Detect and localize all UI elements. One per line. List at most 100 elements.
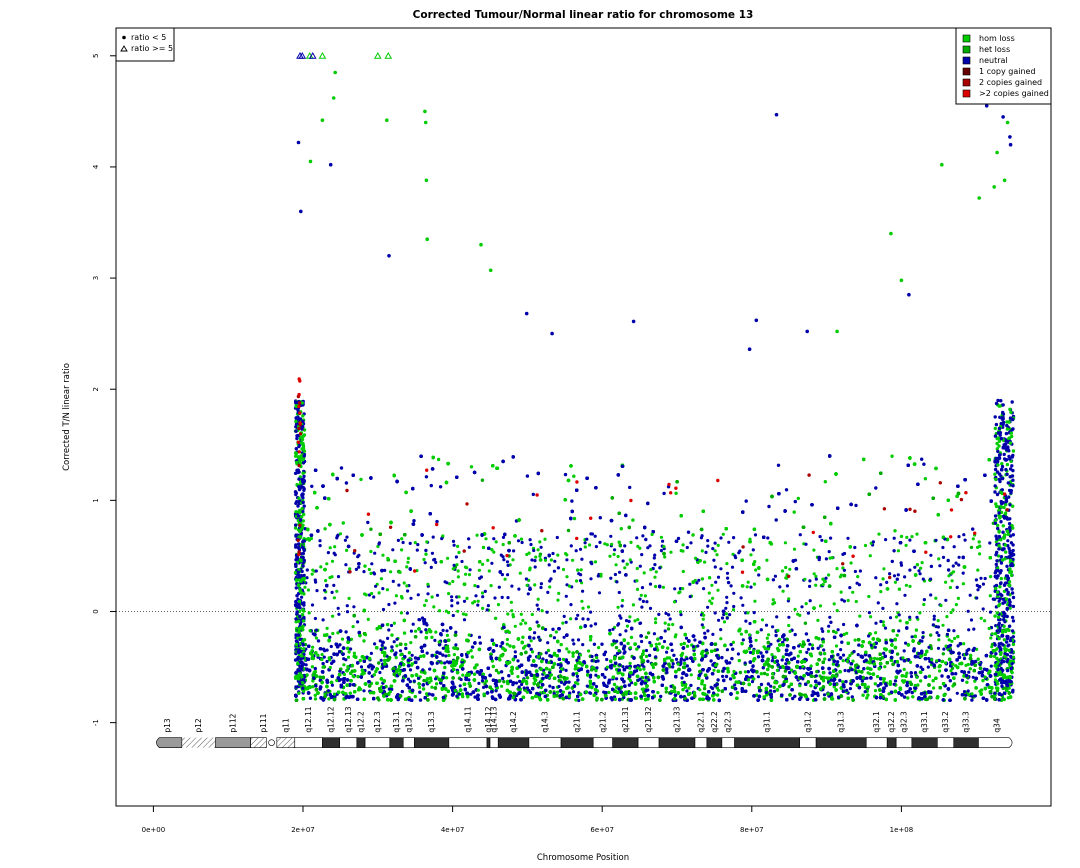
data-point xyxy=(687,531,690,534)
data-point xyxy=(865,696,868,699)
data-point xyxy=(965,681,968,684)
data-point xyxy=(922,463,925,466)
data-point xyxy=(969,667,972,670)
data-point xyxy=(772,578,775,581)
data-point xyxy=(862,667,865,670)
data-point xyxy=(760,683,763,686)
data-point xyxy=(539,652,542,655)
data-point xyxy=(567,529,570,532)
data-point xyxy=(970,546,973,549)
data-point xyxy=(974,694,977,697)
data-point xyxy=(628,486,631,489)
data-point xyxy=(507,697,510,700)
data-point xyxy=(314,667,317,670)
data-point xyxy=(774,634,777,637)
data-point xyxy=(891,560,894,563)
data-point xyxy=(836,653,839,656)
data-point xyxy=(593,643,596,646)
data-point xyxy=(823,652,826,655)
data-point xyxy=(469,649,472,652)
data-point xyxy=(419,698,422,701)
data-point xyxy=(667,627,670,630)
data-point xyxy=(321,662,324,665)
data-point xyxy=(530,664,533,667)
data-point xyxy=(763,672,766,675)
data-point xyxy=(404,643,407,646)
data-point xyxy=(703,687,706,690)
data-point xyxy=(314,697,317,700)
data-point xyxy=(797,497,800,500)
data-point xyxy=(760,672,763,675)
data-point xyxy=(549,634,552,637)
data-point xyxy=(526,676,529,679)
data-point xyxy=(947,559,950,562)
data-point xyxy=(709,659,712,662)
data-points xyxy=(294,53,1016,702)
data-point xyxy=(906,696,909,699)
data-point xyxy=(317,639,320,642)
data-point xyxy=(573,517,576,520)
data-point xyxy=(494,689,497,692)
data-point xyxy=(932,679,935,682)
data-point xyxy=(615,646,618,649)
data-point xyxy=(386,623,389,626)
data-point xyxy=(568,691,571,694)
data-point xyxy=(564,473,567,476)
data-point xyxy=(373,673,376,676)
data-point xyxy=(893,529,896,532)
data-point xyxy=(550,655,553,658)
data-point xyxy=(613,683,616,686)
data-point xyxy=(832,662,835,665)
data-point xyxy=(674,694,677,697)
data-point xyxy=(928,675,931,678)
data-point xyxy=(500,670,503,673)
data-point xyxy=(697,663,700,666)
data-point xyxy=(686,664,689,667)
data-point xyxy=(794,500,797,503)
data-point xyxy=(508,644,511,647)
data-point xyxy=(631,518,634,521)
data-point xyxy=(626,642,629,645)
data-point xyxy=(646,660,649,663)
data-point xyxy=(731,648,734,651)
data-point xyxy=(344,630,347,633)
data-point xyxy=(727,581,730,584)
data-point xyxy=(817,647,820,650)
data-point xyxy=(815,670,818,673)
data-point xyxy=(297,692,300,695)
data-point xyxy=(956,635,959,638)
data-point xyxy=(642,649,645,652)
data-point xyxy=(829,621,832,624)
data-point xyxy=(349,692,352,695)
data-point xyxy=(377,661,380,664)
data-point xyxy=(874,486,877,489)
data-point xyxy=(414,695,417,698)
data-point xyxy=(949,679,952,682)
data-point xyxy=(494,617,497,620)
data-point xyxy=(896,652,899,655)
data-point xyxy=(600,643,603,646)
data-point xyxy=(665,690,668,693)
data-point xyxy=(439,485,442,488)
data-point xyxy=(492,665,495,668)
data-point xyxy=(666,646,669,649)
data-point xyxy=(730,657,733,660)
data-point xyxy=(854,504,857,507)
data-point xyxy=(747,670,750,673)
data-point xyxy=(811,647,814,650)
data-point xyxy=(686,645,689,648)
chart-title: Corrected Tumour/Normal linear ratio for… xyxy=(413,9,754,21)
data-point xyxy=(408,651,411,654)
data-point xyxy=(551,628,554,631)
data-point xyxy=(437,458,440,461)
data-point xyxy=(594,622,597,625)
data-point xyxy=(736,691,739,694)
data-point xyxy=(482,693,485,696)
data-point xyxy=(482,546,485,549)
data-point xyxy=(404,647,407,650)
data-point xyxy=(662,492,665,495)
data-point xyxy=(435,682,438,685)
data-point xyxy=(940,674,943,677)
